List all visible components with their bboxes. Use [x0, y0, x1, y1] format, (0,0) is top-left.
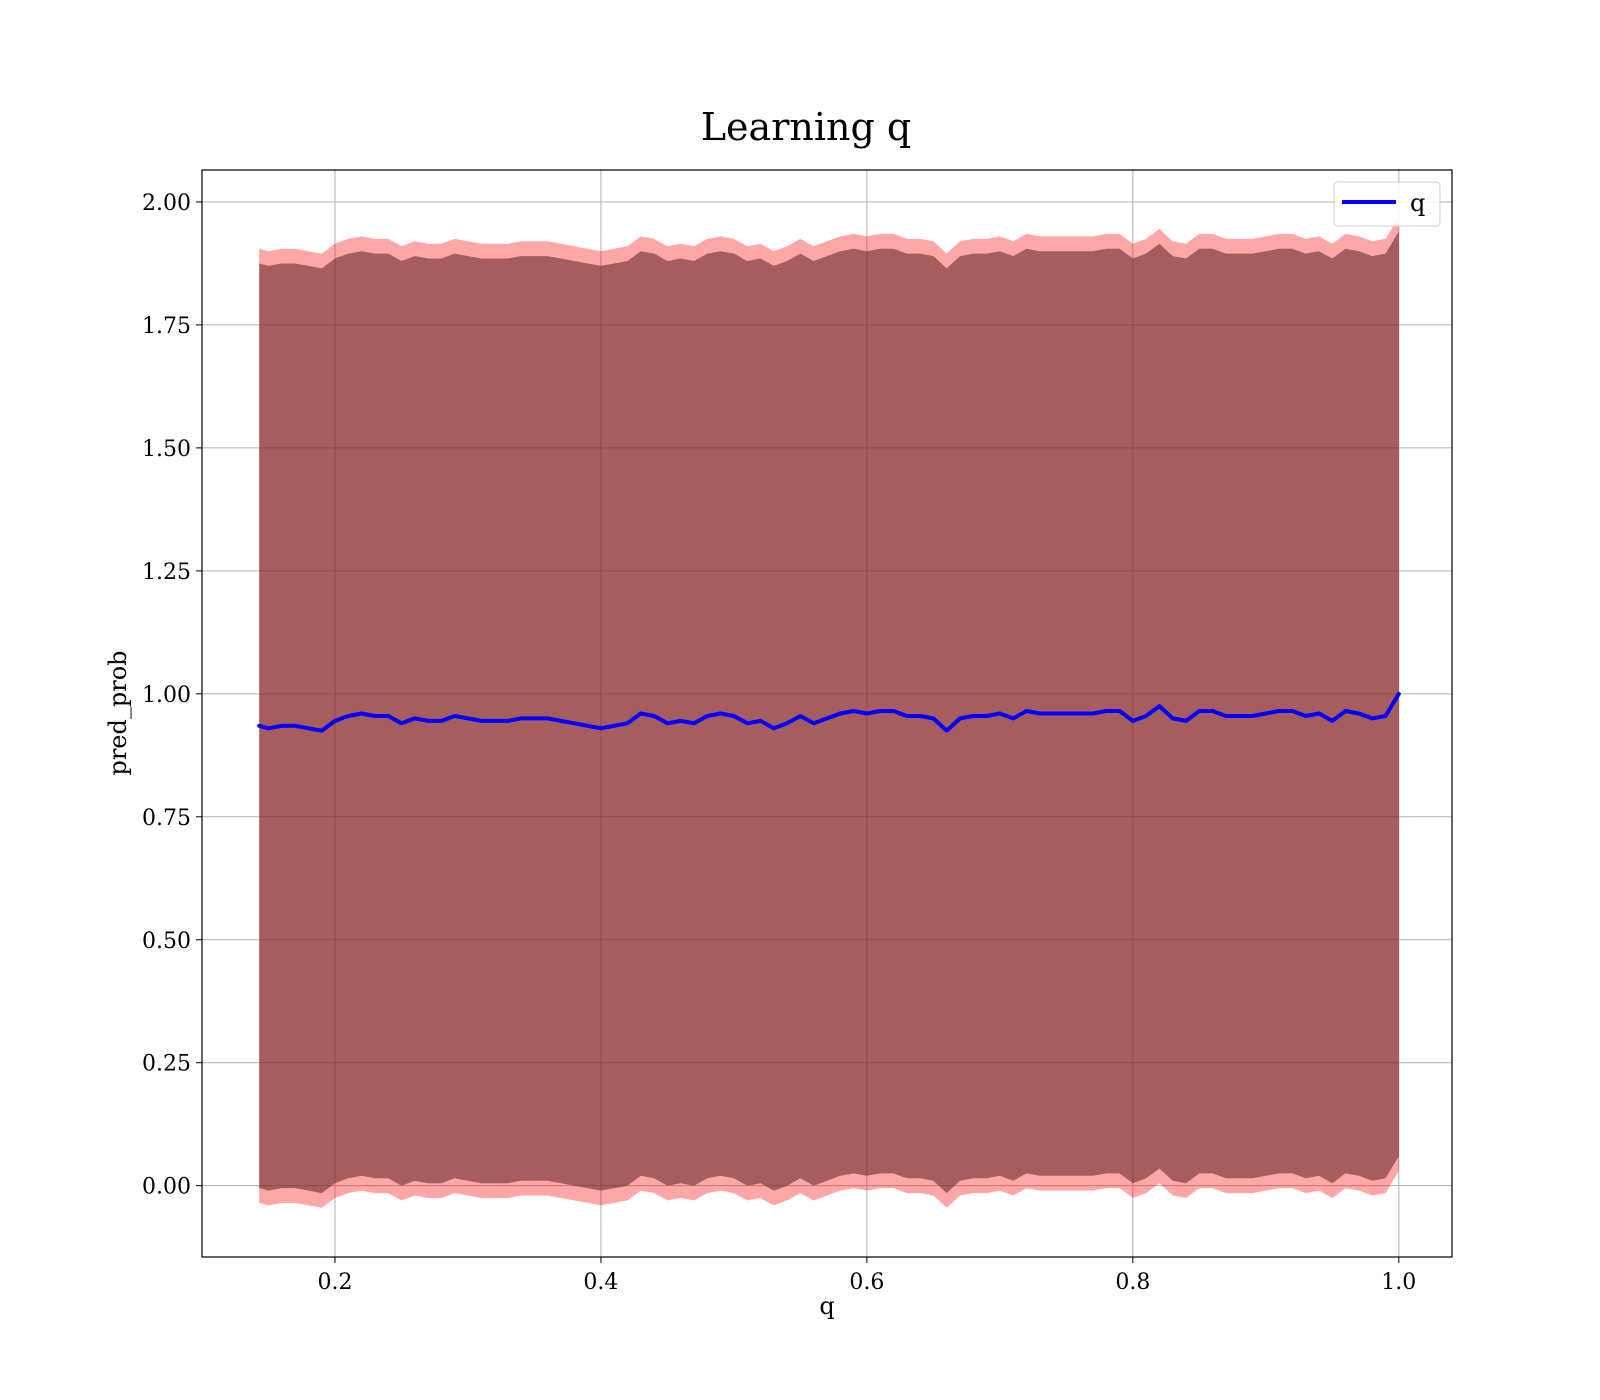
y-tick-label: 0.00 — [142, 1175, 191, 1200]
plot-frame — [201, 169, 1453, 1258]
confidence-bands — [259, 216, 1399, 1208]
y-tick-label: 1.75 — [142, 314, 191, 339]
y-axis-label: pred_prob — [104, 650, 132, 775]
y-tick-label: 0.25 — [142, 1052, 191, 1077]
x-axis-ticks: 0.2 0.4 0.6 0.8 1.0 — [317, 1257, 1416, 1295]
legend: q — [1333, 181, 1441, 227]
legend-label: q — [1410, 189, 1425, 217]
x-tick-label: 1.0 — [1381, 1270, 1416, 1295]
y-tick-label: 2.00 — [142, 191, 191, 216]
series-line-q — [257, 691, 1401, 733]
y-tick-label: 1.00 — [142, 683, 191, 708]
x-axis-label: q — [819, 1292, 834, 1320]
y-tick-label: 1.25 — [142, 560, 191, 585]
y-tick-label: 0.75 — [142, 806, 191, 831]
x-tick-label: 0.6 — [849, 1270, 884, 1295]
inner-confidence-band — [259, 231, 1399, 1194]
x-tick-label: 0.4 — [583, 1270, 618, 1295]
chart-title: Learning q — [701, 105, 911, 149]
x-tick-label: 0.8 — [1115, 1270, 1150, 1295]
series-lines — [257, 691, 1401, 733]
x-tick-label: 0.2 — [317, 1270, 352, 1295]
y-axis-ticks: 0.00 0.25 0.50 0.75 1.00 1.25 1.50 1.75 2.00 — [142, 191, 202, 1200]
y-tick-label: 1.50 — [142, 437, 191, 462]
y-tick-label: 0.50 — [142, 929, 191, 954]
